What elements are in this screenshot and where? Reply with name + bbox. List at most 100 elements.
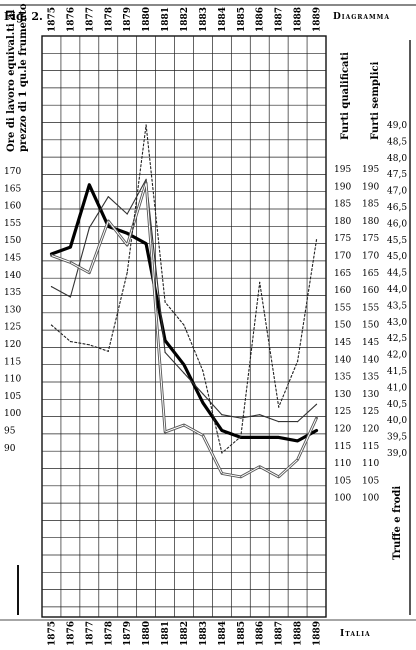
axis-tick-label: 135 xyxy=(334,373,351,383)
year-label-top: 1887 xyxy=(275,7,285,32)
axis-tick-label: 160 xyxy=(4,202,21,212)
axis-tick-label: 120 xyxy=(362,425,379,435)
year-label-bottom: 1888 xyxy=(294,621,304,646)
series-point-qualificati xyxy=(259,414,261,416)
series-point-qualificati xyxy=(107,196,109,198)
axis-tick-label: 165 xyxy=(334,269,351,279)
axis-tick-label: 180 xyxy=(362,217,379,227)
series-point-qualificati xyxy=(183,372,185,374)
series-point-semplici xyxy=(315,417,318,419)
series-point-truffe xyxy=(50,324,53,326)
series-point-semplici xyxy=(259,466,261,468)
series-point-qualificati xyxy=(126,213,128,215)
series-point-semplici xyxy=(145,182,147,184)
axis-tick-label: 150 xyxy=(362,321,379,331)
axis-tick-label: 105 xyxy=(334,476,351,486)
series-point-qualificati xyxy=(240,417,242,419)
axis-tick-label: 100 xyxy=(334,494,351,504)
axis-tick-label: 43,0 xyxy=(387,318,407,328)
axis-tick-label: 120 xyxy=(334,425,351,435)
series-point-semplici xyxy=(221,472,223,475)
x-tick-labels-bottom: 1875 1876 1877 1878 1879 1880 1881 1882 1883 1884… xyxy=(47,621,322,646)
series-point-ore xyxy=(183,364,185,366)
figure-label: Fig. 2. xyxy=(4,10,43,23)
series-point-truffe xyxy=(278,406,280,408)
series-point-truffe xyxy=(315,239,318,241)
axis-tick-label: 47,0 xyxy=(387,187,407,197)
axis-tick-label: 165 xyxy=(362,269,379,279)
axis-tick-label: 45,0 xyxy=(387,252,407,262)
series-point-qualificati xyxy=(145,178,147,180)
axis-tick-label: 110 xyxy=(362,459,379,469)
year-label-bottom: 1889 xyxy=(313,621,323,646)
year-label-bottom: 1885 xyxy=(237,621,247,646)
axis-tick-label: 120 xyxy=(4,340,21,350)
series-point-semplici xyxy=(240,476,242,478)
axis-tick-label: 140 xyxy=(334,355,351,365)
series-point-semplici xyxy=(50,254,53,257)
axis-labels: Ore di lavoro equival.ti al prezzo di 1 q… xyxy=(6,3,403,560)
series-point-truffe xyxy=(88,344,90,346)
axis-tick-label: 105 xyxy=(362,476,379,486)
axis-tick-label: 160 xyxy=(362,286,379,296)
axis-tick-label: 130 xyxy=(362,390,379,400)
year-label-bottom: 1878 xyxy=(104,621,114,646)
axis-tick-label: 44,5 xyxy=(387,269,407,279)
axis-tick-label: 135 xyxy=(4,288,21,298)
series-point-semplici xyxy=(107,220,109,222)
series-point-truffe xyxy=(240,436,242,438)
year-label-top: 1884 xyxy=(218,7,228,32)
axis-tick-label: 130 xyxy=(334,390,351,400)
axis-tick-label: 125 xyxy=(362,407,379,417)
series-point-qualificati xyxy=(278,421,280,423)
series-point-ore xyxy=(297,440,299,442)
year-label-bottom: 1887 xyxy=(275,621,285,646)
series-point-truffe xyxy=(145,124,147,126)
axis-tick-label: 130 xyxy=(4,305,21,315)
axis-tick-label: 46,5 xyxy=(387,203,407,213)
axis-tick-label: 175 xyxy=(334,234,351,244)
axis-tick-label: 115 xyxy=(4,357,21,367)
year-label-bottom: 1886 xyxy=(256,621,266,646)
axis-label-truffe: Truffe e frodi xyxy=(392,486,403,560)
year-label-bottom: 1875 xyxy=(47,621,57,646)
axis-tick-label: 115 xyxy=(362,442,379,452)
series-point-ore xyxy=(107,225,109,227)
axis-tick-label: 160 xyxy=(334,286,351,296)
series-point-qualificati xyxy=(221,414,223,416)
series-point-qualificati xyxy=(50,286,53,288)
axis-tick-label: 42,5 xyxy=(387,334,407,344)
axis-tick-label: 135 xyxy=(362,373,379,383)
series-point-truffe xyxy=(126,272,128,274)
series-point-semplici xyxy=(88,272,90,274)
axis-tick-label: 150 xyxy=(334,321,351,331)
axis-tick-label: 44,0 xyxy=(387,285,407,295)
axis-tick-label: 185 xyxy=(334,200,351,210)
series-point-truffe xyxy=(259,281,261,283)
axis-label-ore-line2: prezzo di 1 qu.le frumento xyxy=(18,3,29,152)
axis-tick-label: 175 xyxy=(362,234,379,244)
axis-tick-label: 190 xyxy=(362,182,379,192)
axis-tick-label: 110 xyxy=(4,375,21,385)
series-point-truffe xyxy=(297,360,299,362)
axis-tick-label: 40,0 xyxy=(387,416,407,426)
series-point-truffe xyxy=(221,452,223,454)
footer-right: Italia xyxy=(340,629,371,639)
year-label-top: 1885 xyxy=(237,7,247,32)
axis-tick-label: 46,0 xyxy=(387,219,407,229)
series-point-ore xyxy=(202,402,204,404)
axis-tick-label: 110 xyxy=(334,459,351,469)
year-label-bottom: 1882 xyxy=(180,621,190,646)
series-point-semplici xyxy=(202,434,204,436)
series-point-qualificati xyxy=(69,296,71,298)
year-label-top: 1877 xyxy=(85,7,95,32)
axis-tick-label: 125 xyxy=(4,323,21,333)
series-point-ore xyxy=(259,436,261,438)
axis-tick-label: 155 xyxy=(334,303,351,313)
series-point-ore xyxy=(88,184,90,186)
plot-frame xyxy=(41,35,327,618)
year-label-top: 1889 xyxy=(313,7,323,32)
grid xyxy=(0,4,416,621)
year-label-top: 1886 xyxy=(256,7,266,32)
